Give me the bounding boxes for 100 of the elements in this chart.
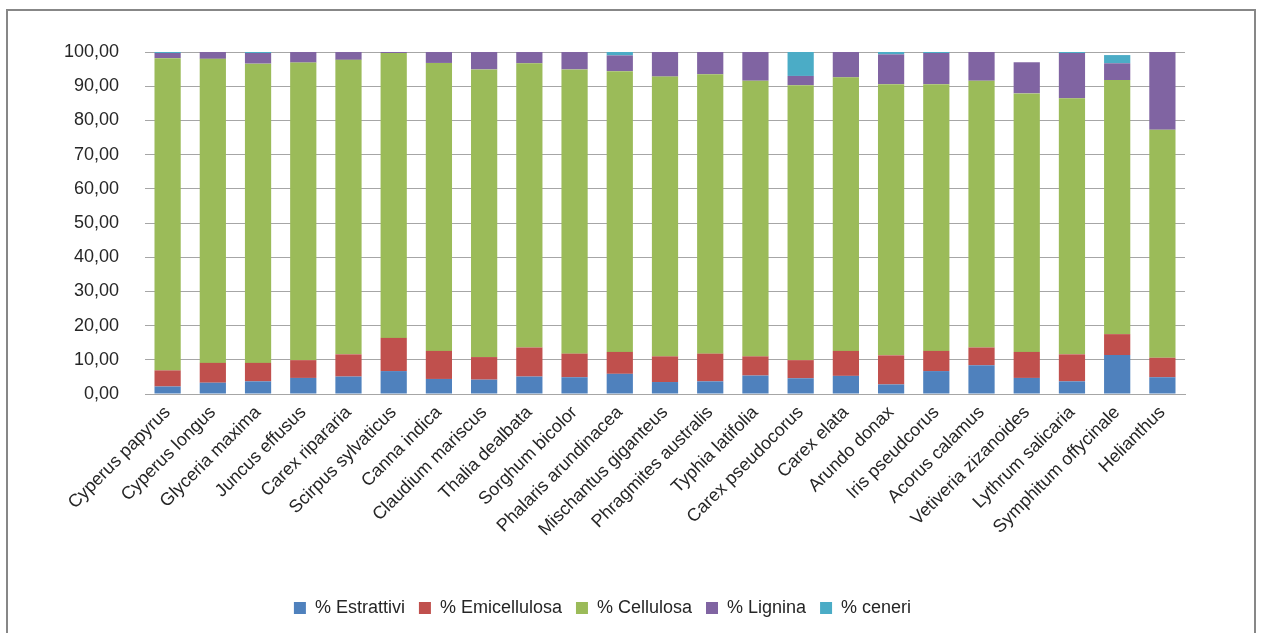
- bar: [425, 62, 453, 351]
- bar: [923, 371, 950, 394]
- bar: [425, 350, 453, 379]
- y-tick-label: 60,00: [73, 177, 119, 198]
- legend-label: % Lignina: [727, 596, 808, 617]
- y-tick-label: 90,00: [73, 75, 119, 96]
- bar: [561, 52, 588, 70]
- bar: [1013, 62, 1040, 94]
- bar: [471, 357, 498, 380]
- bar: [516, 52, 543, 64]
- bar: [1104, 63, 1131, 81]
- bar: [923, 350, 950, 372]
- bar: [697, 381, 724, 394]
- bar: [697, 74, 724, 354]
- bar: [154, 370, 181, 387]
- bar: [651, 52, 679, 77]
- bar: [516, 376, 543, 394]
- bar: [787, 85, 814, 361]
- bar: [290, 360, 317, 378]
- bar: [1013, 377, 1040, 394]
- bar: [606, 71, 633, 352]
- bar: [787, 52, 814, 76]
- bar: [651, 382, 679, 394]
- bar: [742, 80, 769, 357]
- bar: [516, 63, 543, 348]
- bar: [335, 354, 362, 377]
- bar: [244, 53, 272, 64]
- y-tick-label: 0,00: [83, 382, 119, 403]
- bar: [244, 381, 272, 394]
- bar: [244, 362, 272, 382]
- bar: [1058, 354, 1086, 382]
- bar: [471, 379, 498, 394]
- bar: [1149, 357, 1176, 378]
- y-tick-label: 40,00: [73, 246, 119, 267]
- bar: [1104, 80, 1131, 335]
- y-tick-label: 80,00: [73, 109, 119, 130]
- bar: [1058, 53, 1086, 99]
- bar: [742, 52, 769, 81]
- bar: [335, 376, 362, 394]
- legend-label: % Estrattivi: [314, 596, 405, 617]
- bar: [606, 373, 633, 394]
- bar: [697, 52, 724, 75]
- bar: [1149, 377, 1176, 394]
- bar: [1058, 98, 1086, 355]
- bar: [380, 53, 407, 338]
- legend-label: % ceneri: [841, 596, 912, 617]
- y-tick-label: 100,00: [63, 40, 119, 61]
- bar: [787, 360, 814, 379]
- bar: [877, 355, 905, 385]
- bar: [561, 69, 588, 354]
- bar: [244, 63, 272, 363]
- bar: [606, 351, 633, 374]
- y-tick-label: 20,00: [73, 314, 119, 335]
- bar: [425, 378, 453, 394]
- bar: [290, 62, 317, 361]
- bar: [425, 52, 453, 63]
- bar: [471, 52, 498, 70]
- legend-label: % Cellulosa: [596, 596, 693, 617]
- bar: [877, 54, 905, 85]
- bar: [923, 53, 950, 85]
- bar: [968, 365, 995, 394]
- bar: [335, 59, 362, 355]
- bar: [968, 347, 995, 366]
- bar: [606, 55, 633, 72]
- bar: [561, 353, 588, 378]
- bar: [832, 350, 859, 376]
- bar: [199, 362, 226, 383]
- bar: [290, 52, 317, 63]
- bar: [742, 375, 769, 394]
- bar: [1058, 381, 1086, 394]
- bar: [787, 75, 814, 86]
- y-tick-label: 70,00: [73, 143, 119, 164]
- bar: [516, 347, 543, 377]
- bar: [1104, 55, 1131, 64]
- y-tick-label: 10,00: [73, 348, 119, 369]
- bar: [832, 77, 859, 351]
- y-tick-label: 30,00: [73, 280, 119, 301]
- bar: [1104, 334, 1131, 356]
- bar: [923, 84, 950, 351]
- bar: [651, 76, 679, 357]
- bar: [199, 382, 226, 394]
- bar: [199, 52, 226, 59]
- bar: [651, 356, 679, 383]
- bar: [832, 52, 859, 78]
- bar: [1149, 52, 1176, 130]
- bar: [290, 377, 317, 394]
- bar: [1013, 93, 1040, 352]
- bar: [968, 52, 995, 81]
- bar: [1013, 351, 1040, 378]
- bar: [1104, 355, 1131, 394]
- bar: [335, 52, 362, 60]
- bar: [877, 384, 905, 394]
- bar: [1149, 129, 1176, 358]
- bar: [742, 356, 769, 376]
- bar: [471, 69, 498, 358]
- bar: [154, 386, 181, 394]
- legend-label: % Emicellulosa: [439, 596, 563, 617]
- bar: [380, 371, 407, 394]
- bar: [380, 337, 407, 372]
- bar: [154, 53, 181, 59]
